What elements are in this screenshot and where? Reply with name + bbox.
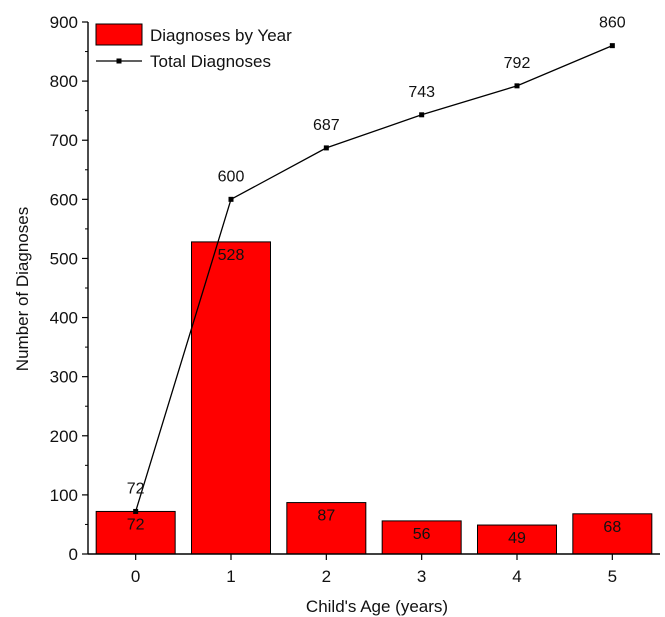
bar-value-label: 72 xyxy=(127,516,145,533)
total-diagnoses-line xyxy=(135,45,613,512)
total-value-label: 743 xyxy=(408,84,435,101)
y-tick-label: 800 xyxy=(50,72,78,91)
bar-age-1 xyxy=(191,241,271,555)
legend-line-marker xyxy=(116,58,122,64)
total-value-label: 792 xyxy=(504,55,531,72)
total-diagnoses-point xyxy=(609,43,615,49)
x-tick-label: 0 xyxy=(131,567,140,586)
x-tick-label: 5 xyxy=(608,567,617,586)
legend: Diagnoses by Year Total Diagnoses xyxy=(95,23,292,71)
bar-value-label: 68 xyxy=(603,519,621,536)
y-tick-label: 300 xyxy=(50,368,78,387)
total-value-label: 860 xyxy=(599,15,626,32)
x-tick-label: 2 xyxy=(322,567,331,586)
y-tick-label: 700 xyxy=(50,131,78,150)
bar-value-label: 49 xyxy=(508,530,526,547)
y-tick-label: 500 xyxy=(50,249,78,268)
x-axis-title: Child's Age (years) xyxy=(306,597,448,616)
x-tick-label: 4 xyxy=(512,567,521,586)
y-tick-label: 200 xyxy=(50,427,78,446)
x-tick-label: 3 xyxy=(417,567,426,586)
y-axis-title: Number of Diagnoses xyxy=(13,207,32,371)
y-tick-label: 600 xyxy=(50,190,78,209)
plot-area: 72 528 87 56 49 68 0 100 200 300 400 500 600 700 800 90… xyxy=(50,13,660,586)
x-tick-label: 1 xyxy=(226,567,235,586)
y-tick-label: 900 xyxy=(50,13,78,32)
bar-age-3 xyxy=(381,520,462,555)
y-tick-label: 400 xyxy=(50,309,78,328)
legend-label-line: Total Diagnoses xyxy=(150,52,271,71)
bar-value-label: 528 xyxy=(218,247,245,264)
total-diagnoses-point xyxy=(323,145,329,151)
total-value-label: 600 xyxy=(218,168,245,185)
bar-age-5 xyxy=(572,513,653,555)
total-value-label: 72 xyxy=(127,480,145,497)
y-tick-label: 100 xyxy=(50,486,78,505)
bar-value-label: 87 xyxy=(317,508,335,525)
bar-age-2 xyxy=(286,502,367,555)
bar-age-0 xyxy=(95,510,176,555)
total-diagnoses-point xyxy=(133,508,139,514)
y-tick-label: 0 xyxy=(69,545,78,564)
total-diagnoses-point xyxy=(514,83,520,89)
legend-label-bars: Diagnoses by Year xyxy=(150,26,292,45)
total-value-label: 687 xyxy=(313,117,340,134)
bar-value-label: 56 xyxy=(413,526,431,543)
total-diagnoses-point xyxy=(228,196,234,202)
total-diagnoses-point xyxy=(419,112,425,118)
legend-bar-swatch xyxy=(95,23,143,46)
